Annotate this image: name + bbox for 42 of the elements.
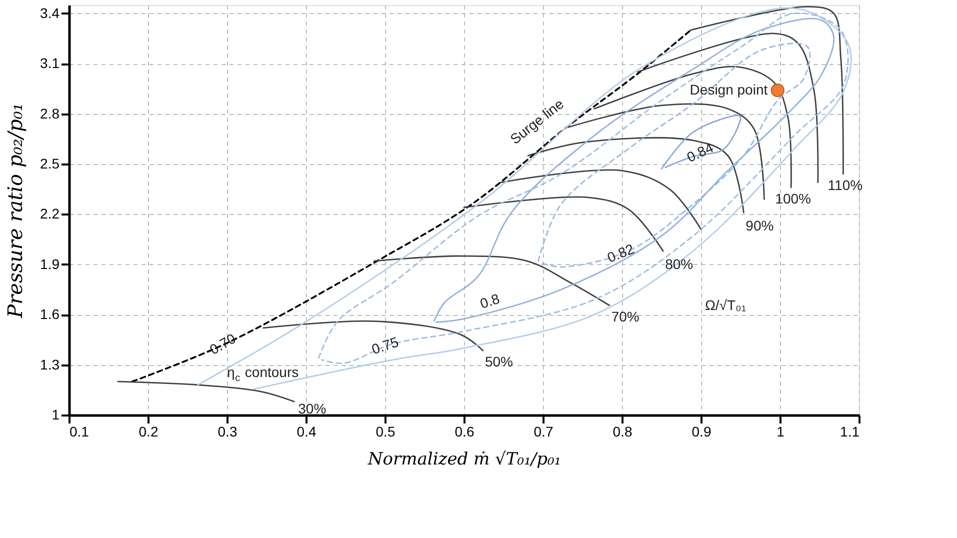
- x-tick-label: 0.1: [70, 424, 90, 440]
- x-tick-label: 1: [776, 424, 785, 440]
- annotation: 110%: [828, 177, 863, 194]
- annotation: 90%: [746, 218, 774, 234]
- x-tick-label: 0.5: [376, 424, 396, 440]
- line-series: [500, 169, 702, 230]
- annotation: Design point: [690, 81, 768, 98]
- y-tick-label: 2.8: [40, 105, 60, 122]
- y-tick-label: 3.1: [40, 55, 60, 72]
- annotation: 50%: [484, 354, 513, 370]
- x-tick-label: 0.8: [612, 424, 632, 440]
- x-tick-label: 1.1: [840, 424, 860, 440]
- y-tick-label: 1.3: [40, 356, 60, 372]
- y-tick-label: 1.9: [40, 256, 60, 272]
- y-tick-label: 3.4: [40, 4, 60, 21]
- annotation: 30%: [298, 400, 326, 417]
- y-axis-title: Pressure ratio p₀₂/p₀₁: [3, 103, 28, 319]
- x-tick-label: 0.3: [218, 424, 238, 440]
- annotation: 0.70: [206, 330, 239, 358]
- line-series: [594, 66, 792, 188]
- annotation: 100%: [775, 190, 811, 206]
- x-tick-label: 0.2: [138, 424, 158, 440]
- annotation: Ω/√T₀₁: [704, 297, 746, 314]
- x-axis-title: Normalized ṁ √T₀₁/p₀₁: [366, 450, 562, 470]
- line-series: [262, 320, 484, 352]
- annotation: 0.82: [604, 240, 636, 266]
- x-tick-label: 0.4: [296, 424, 316, 440]
- x-tick-label: 0.7: [534, 424, 554, 440]
- y-tick-label: 1.6: [40, 306, 60, 322]
- annotation: 70%: [611, 308, 640, 324]
- y-tick-label: 1: [52, 406, 60, 422]
- annotation: 0.8: [478, 290, 502, 312]
- annotation: 80%: [665, 256, 694, 272]
- line-series: [660, 114, 742, 170]
- annotation: 0.84: [684, 139, 716, 166]
- x-tick-label: 0.6: [454, 424, 474, 440]
- annotation: 0.75: [370, 334, 401, 358]
- line-series: [117, 380, 295, 402]
- x-tick-label: 0.9: [692, 424, 712, 440]
- y-tick-label: 2.2: [40, 206, 60, 222]
- line-series: [637, 32, 819, 184]
- y-tick-label: 2.5: [40, 155, 60, 172]
